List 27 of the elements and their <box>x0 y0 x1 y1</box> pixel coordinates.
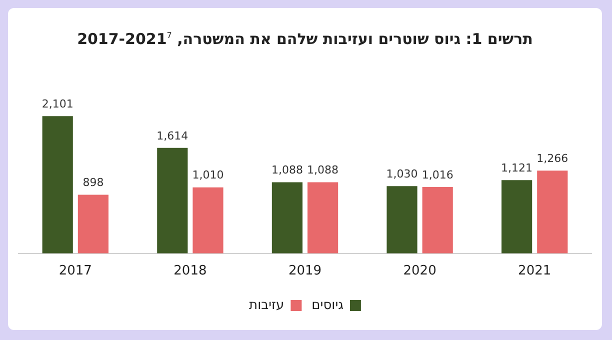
data-label: 2,101 <box>42 97 74 110</box>
legend-label: גיוסים <box>312 298 344 313</box>
bar <box>422 186 453 254</box>
x-tick-label: 2021 <box>518 264 552 279</box>
x-tick-label: 2020 <box>403 264 436 279</box>
bar <box>42 116 73 254</box>
data-label: 1,121 <box>501 161 533 174</box>
bar <box>272 182 303 254</box>
data-label: 1,266 <box>536 152 568 166</box>
data-label: 1,016 <box>422 168 454 182</box>
data-label: 898 <box>82 176 104 190</box>
bar <box>386 186 418 254</box>
bar <box>78 194 108 254</box>
bar <box>307 182 338 254</box>
bar <box>502 180 532 254</box>
data-label: 1,030 <box>386 167 418 180</box>
data-label: 1,614 <box>156 129 188 142</box>
bar <box>537 170 568 254</box>
legend-label: עזיבות <box>249 298 284 313</box>
x-tick-label: 2018 <box>174 264 207 279</box>
bar <box>192 187 224 254</box>
x-tick-label: 2019 <box>288 264 322 279</box>
bar <box>157 148 188 254</box>
data-label: 1,088 <box>307 164 339 177</box>
data-label: 1,088 <box>271 164 303 177</box>
x-tick-label: 2017 <box>58 264 92 279</box>
data-label: 1,010 <box>192 168 224 182</box>
